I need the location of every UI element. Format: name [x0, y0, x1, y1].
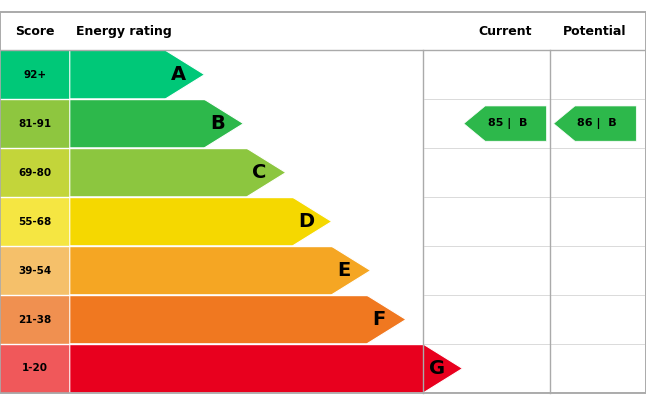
- Bar: [0, 50, 70, 99]
- Polygon shape: [70, 148, 286, 197]
- Text: D: D: [298, 212, 315, 231]
- Text: 21-38: 21-38: [18, 314, 52, 324]
- Text: Score: Score: [15, 24, 55, 38]
- Bar: [0, 148, 70, 197]
- Polygon shape: [554, 106, 636, 141]
- Bar: [0, 99, 70, 148]
- Text: Potential: Potential: [563, 24, 627, 38]
- Text: 1-20: 1-20: [22, 363, 48, 373]
- Polygon shape: [464, 106, 547, 141]
- Bar: [0, 197, 70, 246]
- Bar: [0, 246, 70, 295]
- Polygon shape: [70, 344, 463, 393]
- Text: Energy rating: Energy rating: [76, 24, 172, 38]
- Bar: [0, 344, 70, 393]
- Text: 81-91: 81-91: [18, 119, 52, 129]
- Text: 85 |  B: 85 | B: [488, 118, 527, 129]
- Text: 69-80: 69-80: [18, 168, 52, 178]
- Text: A: A: [171, 65, 186, 84]
- Text: E: E: [337, 261, 350, 280]
- Text: 55-68: 55-68: [18, 217, 52, 227]
- Polygon shape: [70, 99, 244, 148]
- Text: Current: Current: [479, 24, 532, 38]
- Polygon shape: [70, 197, 332, 246]
- Text: B: B: [210, 114, 225, 133]
- Text: 86 |  B: 86 | B: [578, 118, 617, 129]
- Text: 39-54: 39-54: [18, 265, 52, 275]
- Text: F: F: [373, 310, 386, 329]
- Polygon shape: [70, 246, 371, 295]
- Polygon shape: [70, 50, 205, 99]
- Text: 92+: 92+: [23, 70, 47, 80]
- Polygon shape: [70, 295, 406, 344]
- Bar: [0, 295, 70, 344]
- Text: C: C: [253, 163, 267, 182]
- Text: G: G: [429, 359, 445, 378]
